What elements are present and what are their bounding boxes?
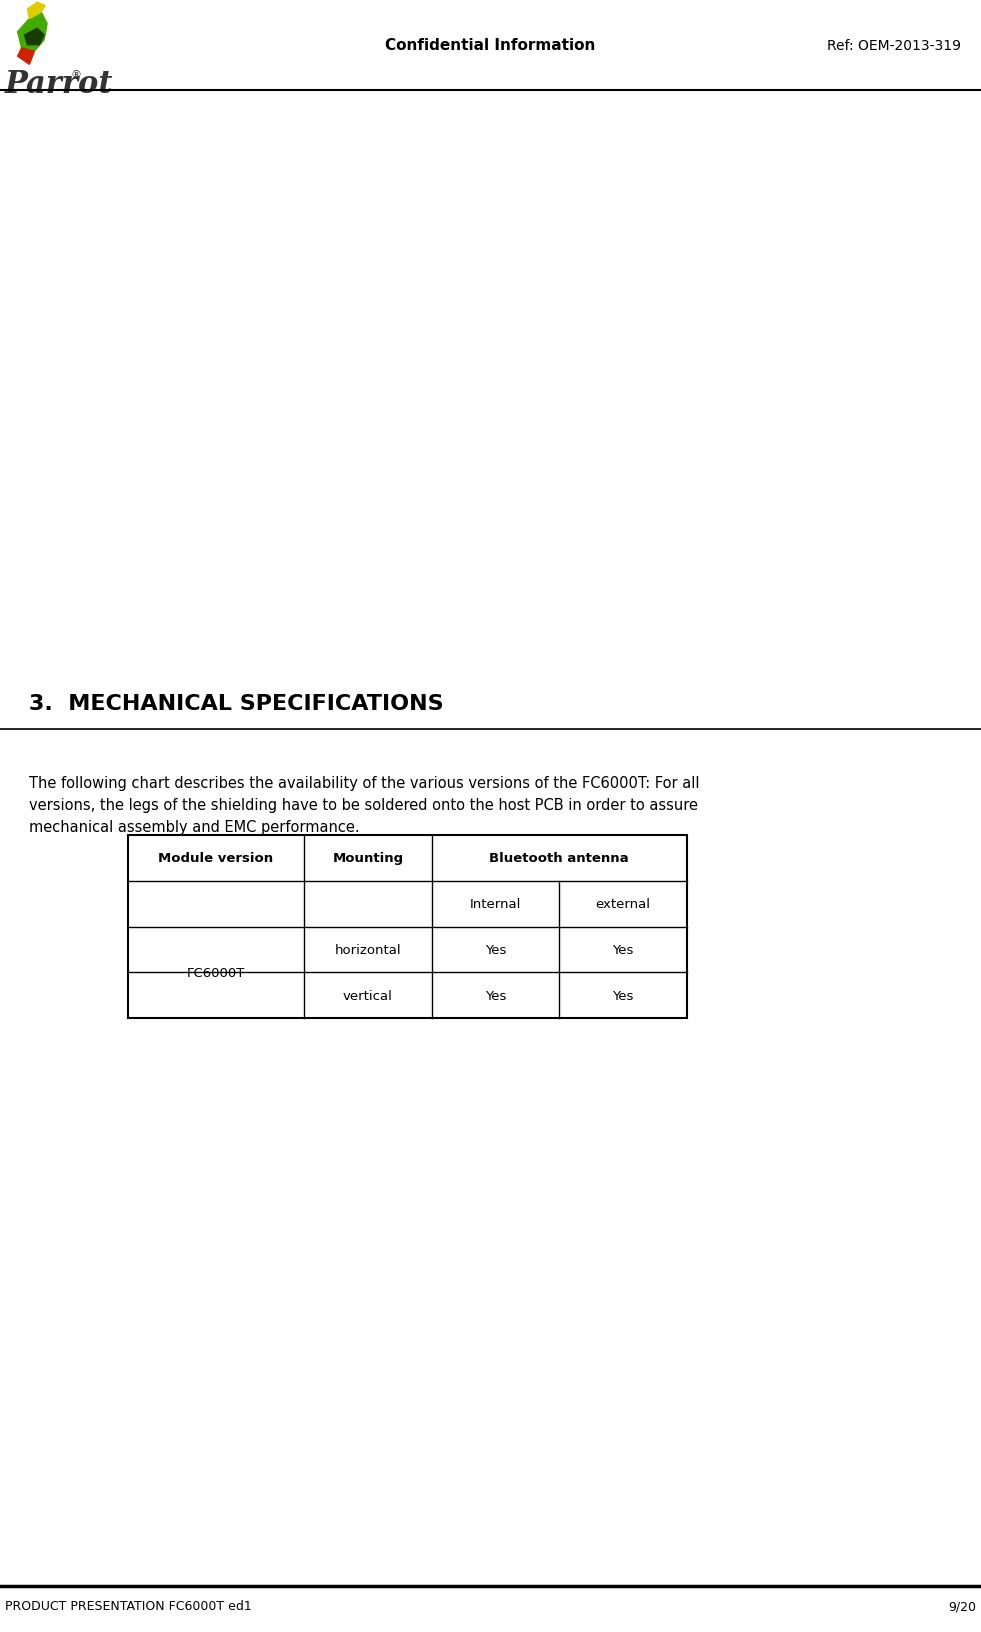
Text: Mounting: Mounting bbox=[333, 852, 403, 865]
Polygon shape bbox=[18, 13, 47, 52]
Text: Ref: OEM-2013-319: Ref: OEM-2013-319 bbox=[827, 39, 961, 52]
Text: The following chart describes the availability of the various versions of the FC: The following chart describes the availa… bbox=[29, 775, 699, 834]
Text: external: external bbox=[595, 898, 650, 911]
Text: Yes: Yes bbox=[612, 989, 634, 1002]
Text: 3.  MECHANICAL SPECIFICATIONS: 3. MECHANICAL SPECIFICATIONS bbox=[29, 694, 444, 713]
Polygon shape bbox=[27, 3, 45, 20]
Text: 9/20: 9/20 bbox=[948, 1599, 976, 1612]
Text: PRODUCT PRESENTATION FC6000T ed1: PRODUCT PRESENTATION FC6000T ed1 bbox=[5, 1599, 252, 1612]
Text: Parrot: Parrot bbox=[5, 69, 114, 100]
Text: Internal: Internal bbox=[470, 898, 521, 911]
Text: horizontal: horizontal bbox=[335, 943, 401, 956]
Text: Yes: Yes bbox=[612, 943, 634, 956]
Polygon shape bbox=[25, 29, 44, 46]
Polygon shape bbox=[18, 49, 34, 65]
Text: Module version: Module version bbox=[158, 852, 274, 865]
Text: FC6000T: FC6000T bbox=[186, 966, 245, 979]
Text: ®: ® bbox=[71, 70, 81, 80]
Text: Yes: Yes bbox=[485, 989, 506, 1002]
Text: vertical: vertical bbox=[343, 989, 392, 1002]
Text: Confidential Information: Confidential Information bbox=[386, 38, 595, 54]
Text: Bluetooth antenna: Bluetooth antenna bbox=[490, 852, 629, 865]
Text: Yes: Yes bbox=[485, 943, 506, 956]
Bar bbox=[128, 836, 687, 1018]
